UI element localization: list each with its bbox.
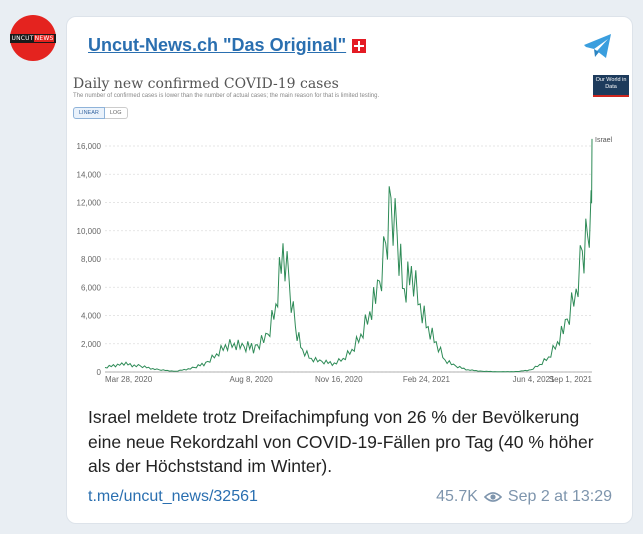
owid-badge: Our World in Data (593, 75, 629, 97)
y-tick-label: 16,000 (77, 142, 102, 151)
post-link[interactable]: t.me/uncut_news/32561 (88, 488, 258, 505)
y-tick-label: 4,000 (81, 312, 102, 321)
chart-subtitle: The number of confirmed cases is lower t… (73, 93, 380, 99)
views-count: 45.7K (436, 488, 478, 505)
y-tick-label: 2,000 (81, 340, 102, 349)
chart-plot: 16,000 14,000 12,000 10,000 8,000 6,000 4,000 2… (77, 137, 613, 384)
x-tick-label: Nov 16, 2020 (315, 375, 363, 384)
post-timestamp: Sep 2 at 13:29 (507, 488, 612, 505)
chart-image[interactable]: Daily new confirmed COVID-19 cases The n… (67, 72, 634, 402)
x-tick-label: Aug 8, 2020 (230, 375, 274, 384)
x-tick-label: Feb 24, 2021 (403, 375, 451, 384)
series-line-israel (104, 138, 593, 373)
y-tick-label: 14,000 (77, 170, 102, 179)
message-card: Uncut-News.ch "Das Original" Daily new c… (66, 16, 633, 524)
eye-icon (483, 492, 502, 502)
scale-linear-button[interactable]: LINEAR (73, 107, 105, 119)
scale-toggle: LINEAR LOG (73, 107, 128, 119)
x-tick-label: Mar 28, 2020 (105, 375, 153, 384)
x-tick-label: Jun 4, 2021 (513, 375, 555, 384)
message-caption: Israel meldete trotz Dreifachimpfung von… (88, 407, 594, 476)
chart-title: Daily new confirmed COVID-19 cases (73, 76, 339, 92)
avatar-logo-left: UNCUT (11, 34, 34, 42)
swiss-flag-icon (352, 38, 367, 53)
channel-name-link[interactable]: Uncut-News.ch "Das Original" (88, 35, 367, 56)
telegram-share-icon[interactable] (582, 31, 614, 61)
scale-log-button[interactable]: LOG (104, 107, 128, 119)
x-tick-label: Sep 1, 2021 (549, 375, 593, 384)
channel-avatar[interactable]: UNCUTNEWS (9, 15, 57, 61)
channel-name: Uncut-News.ch "Das Original" (88, 35, 347, 55)
y-tick-label: 12,000 (77, 199, 102, 208)
series-label: Israel (595, 137, 613, 144)
y-tick-label: 10,000 (77, 227, 102, 236)
post-meta: 45.7K Sep 2 at 13:29 (436, 488, 612, 506)
y-tick-label: 8,000 (81, 255, 102, 264)
y-tick-label: 6,000 (81, 283, 102, 292)
avatar-logo-right: NEWS (33, 34, 55, 42)
avatar-logo: UNCUTNEWS (9, 33, 57, 43)
y-tick-label: 0 (97, 368, 102, 377)
